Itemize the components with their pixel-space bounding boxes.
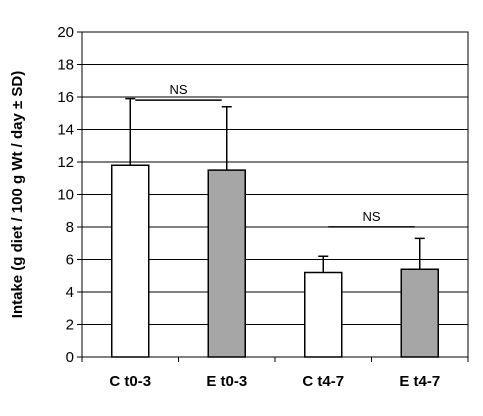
bar-c-t4-7	[304, 271, 343, 358]
y-tick-label: 2	[66, 317, 74, 334]
y-tick-label: 12	[57, 154, 74, 171]
x-tick-label: C t4-7	[302, 373, 344, 390]
x-tick-label: C t0-3	[109, 373, 151, 390]
bars	[111, 164, 439, 358]
error-bars	[125, 97, 425, 273]
bar-e-t4-7	[400, 268, 439, 358]
y-tick-label: 16	[57, 89, 74, 106]
y-tick-label: 8	[66, 219, 74, 236]
axes: 0 2 4 6 8 10 12 14 16 18 20 C t0-3 E t0-3 C t4-7 E t4-…	[57, 24, 469, 390]
y-tick-label: 0	[66, 349, 74, 366]
significance-label: NS	[362, 209, 380, 224]
bar-e-t0-3	[207, 169, 246, 358]
y-tick-label: 4	[66, 284, 74, 301]
x-tick-label: E t4-7	[399, 373, 440, 390]
bar-c-t0-3	[111, 164, 150, 358]
x-tick-label: E t0-3	[206, 373, 247, 390]
y-tick-label: 18	[57, 57, 74, 74]
y-axis-title: Intake (g diet / 100 g Wt / day ± SD)	[9, 71, 26, 318]
significance-label: NS	[169, 82, 187, 97]
y-tick-label: 20	[57, 24, 74, 41]
annotations: NS NS	[135, 82, 415, 228]
y-tick-label: 10	[57, 187, 74, 204]
y-tick-label: 14	[57, 122, 74, 139]
y-tick-label: 6	[66, 252, 74, 269]
